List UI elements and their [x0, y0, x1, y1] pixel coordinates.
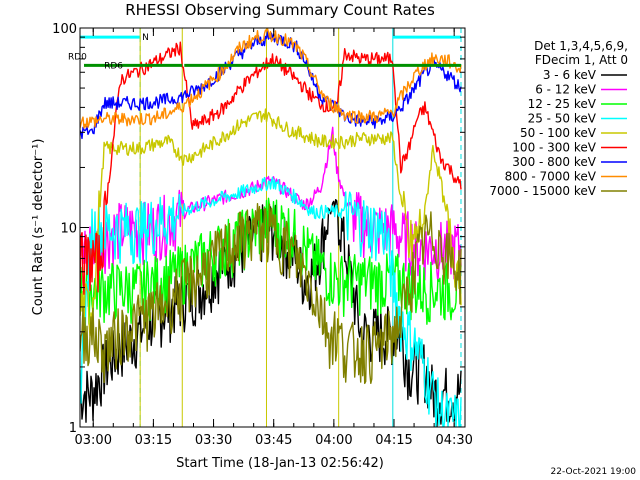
plot-inner: N RD6: [80, 28, 462, 427]
x-tick-label-3: 03:45: [255, 433, 292, 448]
x-tick-label-2: 03:30: [195, 433, 232, 448]
series-line-6: [80, 31, 462, 140]
legend-label-2: 12 - 25 keV: [528, 97, 597, 111]
x-tick-label-0: 03:00: [75, 433, 112, 448]
x-tick-label-4: 04:00: [315, 433, 352, 448]
y-tick-label-2: 100: [52, 22, 77, 37]
x-tick-label-6: 04:30: [435, 433, 472, 448]
legend-label-3: 25 - 50 keV: [528, 112, 597, 126]
legend-label-4: 50 - 100 keV: [520, 126, 597, 140]
x-tick-label-1: 03:15: [135, 433, 172, 448]
series-line-4: [80, 108, 462, 337]
x-tick-label-5: 04:15: [375, 433, 412, 448]
y-tick-label-0: 1: [69, 421, 77, 436]
legend-header-line-1: Det 1,3,4,5,6,9,: [534, 39, 628, 53]
series-line-1: [80, 126, 462, 283]
footer-date: 22-Oct-2021 19:00: [551, 467, 637, 477]
y-tick-label-1: 10: [60, 222, 77, 237]
y-axis-label: Count Rate (s⁻¹ detector⁻¹): [31, 139, 46, 316]
legend-label-5: 100 - 300 keV: [512, 141, 596, 155]
series-line-7: [80, 28, 462, 129]
x-axis-label: Start Time (18-Jan-13 02:56:42): [176, 456, 384, 471]
legend-label-6: 300 - 800 keV: [512, 155, 596, 169]
legend-label-8: 7000 - 15000 keV: [489, 184, 596, 198]
series-line-5: [80, 41, 462, 295]
legend-label-1: 6 - 12 keV: [535, 83, 597, 97]
annotation-night: N: [142, 33, 149, 43]
legend: Det 1,3,4,5,6,9, FDecim 1, Att 0 3 - 6 k…: [489, 39, 628, 198]
legend-label-7: 800 - 7000 keV: [505, 170, 597, 184]
plot-area: N RD6: [80, 28, 462, 427]
annotation-rd0: RD0: [68, 52, 87, 62]
legend-header-line-2: FDecim 1, Att 0: [535, 53, 628, 67]
legend-label-0: 3 - 6 keV: [543, 68, 597, 82]
chart-title: RHESSI Observing Summary Count Rates: [125, 1, 435, 19]
axes: RD0 03:00 03:15 03:30 03:45 04:00 04:15 04:30 1 1…: [52, 22, 473, 448]
annotation-rd6: RD6: [104, 61, 123, 71]
series-line-8: [80, 202, 462, 385]
